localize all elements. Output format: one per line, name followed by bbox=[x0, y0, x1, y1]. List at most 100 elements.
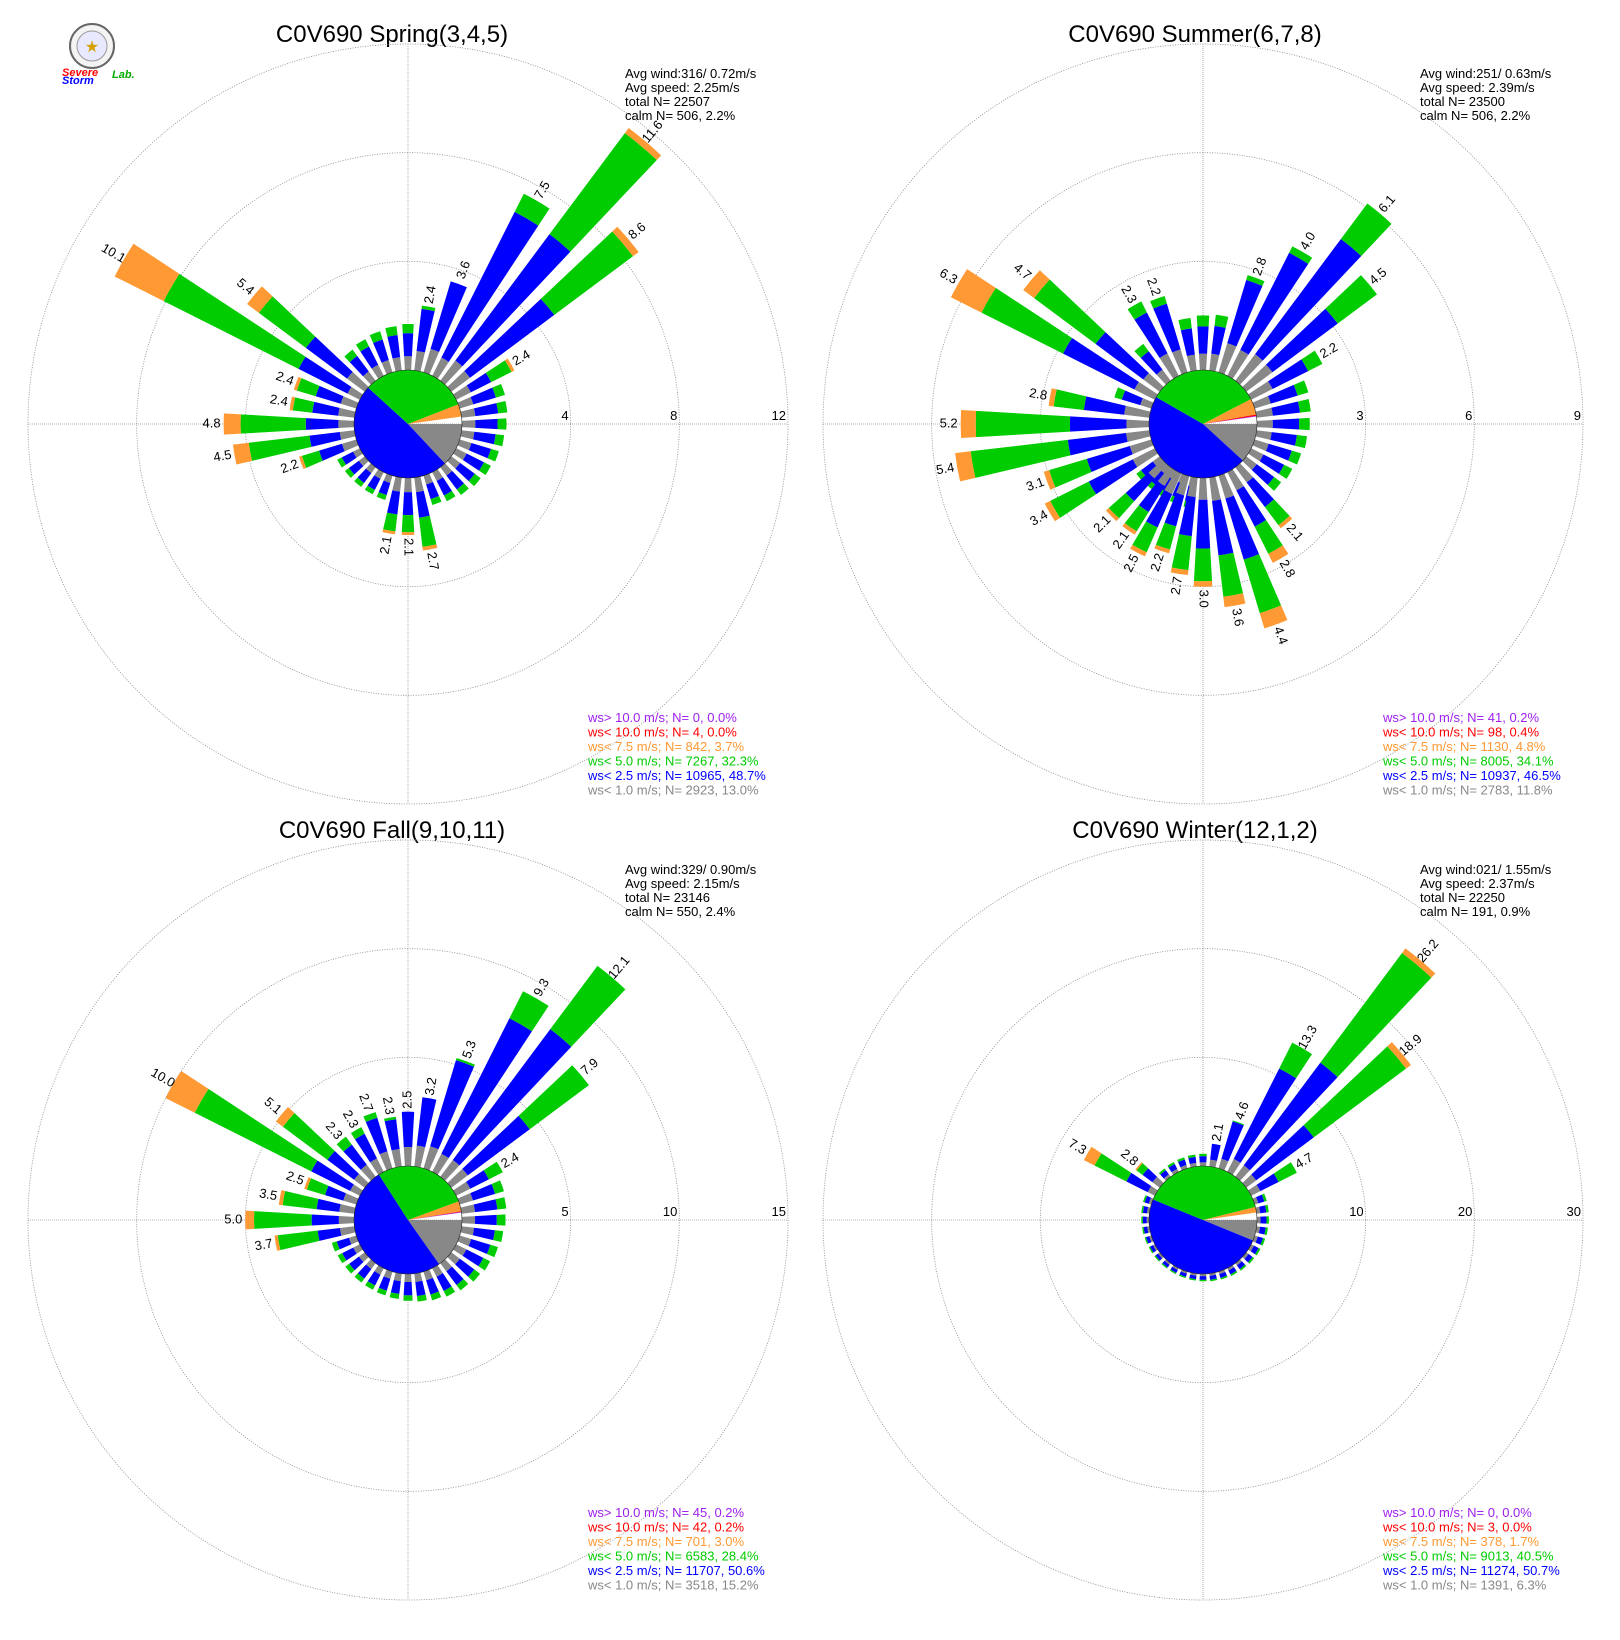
bar-segment bbox=[1121, 390, 1143, 406]
direction-bar: 2.4 bbox=[453, 346, 533, 400]
stat-line: Avg wind:021/ 1.55m/s bbox=[1420, 862, 1552, 877]
bar-segment bbox=[1148, 459, 1168, 479]
bar-segment bbox=[1255, 407, 1273, 418]
minor-bar bbox=[1252, 380, 1309, 409]
minor-bar bbox=[1252, 1235, 1266, 1246]
bar-value-label: 3.2 bbox=[422, 1076, 440, 1096]
stat-line: total N= 22507 bbox=[625, 94, 710, 109]
bar-segment bbox=[1255, 1236, 1264, 1245]
bar-segment bbox=[1134, 343, 1149, 358]
bar-segment bbox=[1142, 1168, 1158, 1183]
bar-segment bbox=[1180, 1269, 1188, 1274]
bar-value-label: 3.0 bbox=[1197, 590, 1212, 608]
bar-segment bbox=[338, 407, 356, 418]
bar-segment bbox=[370, 1158, 384, 1175]
direction-bar: 2.5 bbox=[399, 1091, 414, 1167]
bar-segment bbox=[1132, 521, 1158, 553]
minor-bar bbox=[1187, 1154, 1197, 1168]
grid-ring bbox=[27, 839, 789, 1601]
radial-tick-label: 8 bbox=[670, 408, 677, 423]
bar-segment bbox=[339, 430, 356, 440]
bar-value-label: 13.3 bbox=[1295, 1022, 1321, 1051]
direction-bar: 5.1 bbox=[261, 1094, 369, 1188]
bar-segment bbox=[1049, 458, 1092, 488]
bar-segment bbox=[316, 1198, 341, 1212]
bar-segment bbox=[441, 1018, 532, 1158]
bar-segment bbox=[1159, 353, 1179, 379]
direction-bar: 3.5 bbox=[258, 1185, 356, 1214]
bar-segment bbox=[453, 385, 471, 400]
stat-line: total N= 22250 bbox=[1420, 890, 1505, 905]
direction-bar: 2.4 bbox=[269, 391, 356, 418]
bar-value-label: 7.3 bbox=[1066, 1135, 1089, 1157]
bar-segment bbox=[1320, 952, 1432, 1078]
center-pie-slice bbox=[354, 387, 445, 478]
logo-text-storm: Storm bbox=[62, 75, 94, 87]
direction-bar: 12.1 bbox=[440, 953, 633, 1181]
bar-value-label: 2.8 bbox=[1028, 385, 1048, 403]
bar-segment bbox=[491, 1180, 504, 1194]
bar-segment bbox=[1108, 492, 1135, 519]
direction-bar: 26.2 bbox=[1235, 936, 1441, 1181]
bar-segment bbox=[254, 1211, 312, 1229]
bar-segment bbox=[1209, 1274, 1217, 1280]
bar-segment bbox=[414, 1272, 423, 1283]
minor-bar bbox=[1255, 1226, 1268, 1236]
bar-segment bbox=[383, 512, 398, 532]
legend-entry: ws< 2.5 m/s; N= 10937, 46.5% bbox=[1382, 768, 1561, 783]
minor-bar bbox=[1142, 1195, 1154, 1205]
bar-segment bbox=[1221, 1121, 1244, 1162]
bar-value-label: 8.6 bbox=[625, 219, 648, 242]
bar-segment bbox=[1248, 381, 1273, 400]
bar-segment bbox=[339, 1226, 356, 1236]
radial-tick-label: 10 bbox=[1349, 1204, 1363, 1219]
bar-segment bbox=[1279, 1042, 1312, 1079]
bar-segment bbox=[455, 1258, 475, 1277]
bar-segment bbox=[1272, 418, 1300, 430]
bar-segment bbox=[430, 1291, 442, 1301]
bar-segment bbox=[443, 490, 456, 502]
direction-bar: 5.4 bbox=[935, 430, 1151, 482]
bar-segment bbox=[387, 490, 401, 515]
bar-segment bbox=[487, 448, 499, 462]
bar-value-label: 4.7 bbox=[1011, 260, 1034, 283]
bar-segment bbox=[305, 418, 339, 430]
bar-segment bbox=[1135, 1162, 1143, 1171]
bar-segment bbox=[1126, 1172, 1152, 1193]
radial-tick-label: 9 bbox=[1574, 408, 1581, 423]
bar-segment bbox=[354, 1273, 365, 1283]
bar-segment bbox=[378, 1276, 391, 1291]
bar-segment bbox=[468, 1238, 491, 1255]
bar-segment bbox=[1258, 1226, 1266, 1235]
bar-segment bbox=[1243, 554, 1282, 614]
bar-segment bbox=[1225, 495, 1260, 560]
bar-segment bbox=[456, 1278, 469, 1291]
bar-segment bbox=[369, 331, 383, 343]
bar-segment bbox=[1142, 1195, 1148, 1203]
bar-segment bbox=[446, 1266, 464, 1285]
bar-segment bbox=[304, 1177, 311, 1190]
bar-segment bbox=[1176, 474, 1190, 496]
bar-segment bbox=[474, 1214, 497, 1226]
bar-segment bbox=[1187, 1154, 1196, 1159]
bar-segment bbox=[462, 1115, 530, 1176]
bar-value-label: 3.5 bbox=[258, 1185, 278, 1203]
bar-segment bbox=[1247, 1256, 1255, 1264]
bar-segment bbox=[1260, 1216, 1267, 1224]
bar-segment bbox=[404, 1273, 412, 1283]
bar-segment bbox=[1171, 1168, 1179, 1175]
direction-bar: 8.6 bbox=[447, 219, 649, 392]
legend-entry: ws< 10.0 m/s; N= 3, 0.0% bbox=[1382, 1520, 1532, 1535]
legend-entry: ws< 7.5 m/s; N= 378, 1.7% bbox=[1382, 1534, 1540, 1549]
bar-segment bbox=[402, 492, 414, 516]
legend-entry: ws< 1.0 m/s; N= 2783, 11.8% bbox=[1382, 783, 1553, 798]
bar-segment bbox=[385, 326, 398, 337]
direction-bar: 3.6 bbox=[423, 259, 473, 375]
bar-segment bbox=[1163, 1174, 1171, 1181]
bar-segment bbox=[468, 443, 492, 459]
bar-segment bbox=[486, 1244, 498, 1258]
bar-segment bbox=[1235, 354, 1263, 385]
direction-bar: 2.3 bbox=[380, 1095, 402, 1168]
bar-segment bbox=[1160, 1170, 1169, 1179]
direction-bar: 4.6 bbox=[1218, 1100, 1252, 1171]
